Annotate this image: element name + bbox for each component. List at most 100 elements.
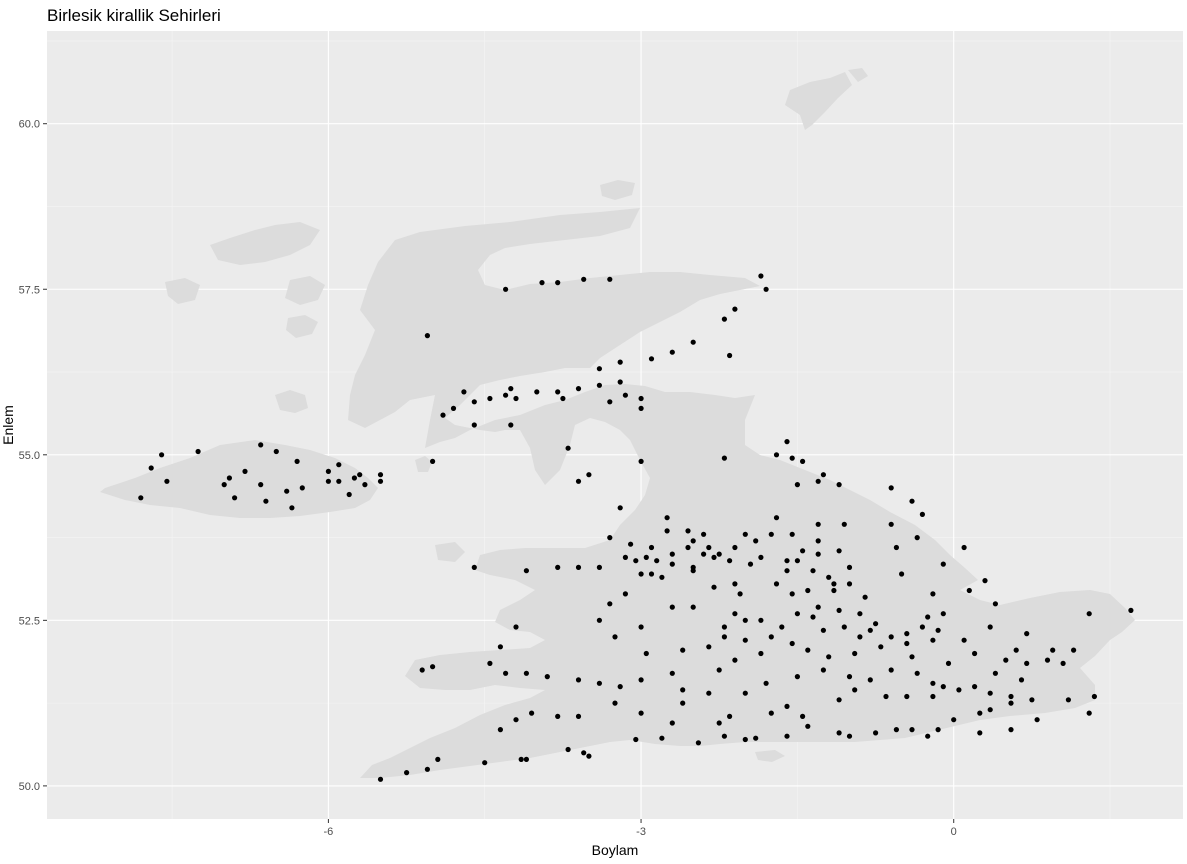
land-great-britain: [348, 208, 1135, 778]
city-point: [701, 551, 707, 557]
city-point: [404, 770, 410, 776]
city-point: [940, 561, 946, 567]
city-point: [721, 634, 728, 640]
city-point: [544, 674, 550, 680]
city-point: [831, 587, 837, 594]
city-point: [377, 776, 384, 782]
city-point: [732, 544, 738, 551]
city-point: [742, 617, 748, 623]
city-point: [982, 578, 988, 584]
city-point: [622, 554, 629, 561]
city-point: [575, 677, 582, 683]
city-point: [904, 693, 910, 700]
city-point: [857, 611, 863, 617]
city-point: [503, 392, 509, 398]
city-point: [555, 564, 561, 571]
y-tick-label: 52.5: [19, 615, 40, 627]
city-point: [294, 458, 300, 464]
city-point: [612, 700, 618, 706]
city-point: [909, 498, 915, 504]
city-point: [1034, 717, 1040, 723]
city-point: [638, 405, 644, 411]
city-point: [820, 472, 827, 478]
city-point: [513, 395, 519, 402]
city-point: [768, 634, 774, 640]
city-point: [721, 455, 728, 461]
city-point: [377, 478, 384, 484]
land-outer-small: [165, 278, 200, 304]
points-layer: [138, 273, 1134, 782]
city-point: [450, 405, 457, 411]
city-point: [362, 482, 368, 488]
city-point: [951, 717, 957, 723]
city-point: [638, 710, 644, 716]
land-mull: [286, 315, 318, 338]
city-point: [523, 568, 530, 574]
city-point: [773, 515, 780, 521]
city-point: [581, 276, 587, 282]
city-point: [596, 680, 603, 686]
city-point: [638, 458, 644, 464]
city-point: [622, 392, 629, 398]
city-point: [461, 389, 467, 395]
city-point: [706, 644, 712, 650]
city-point: [263, 498, 269, 504]
city-point: [940, 611, 946, 617]
city-point: [742, 736, 748, 743]
city-point: [607, 601, 613, 607]
city-point: [1024, 631, 1030, 637]
city-point: [648, 571, 655, 577]
city-point: [1013, 647, 1019, 653]
city-point: [987, 690, 993, 696]
city-point: [800, 458, 806, 464]
city-point: [669, 604, 675, 610]
y-axis: 50.0 52.5 55.0 57.5 60.0: [19, 119, 47, 793]
city-point: [753, 735, 759, 741]
city-point: [273, 448, 279, 455]
city-point: [820, 667, 827, 673]
city-point: [471, 564, 477, 571]
city-point: [961, 544, 967, 551]
land-skye: [285, 276, 325, 305]
city-point: [555, 389, 561, 395]
city-point: [325, 478, 331, 484]
city-point: [586, 753, 592, 759]
city-point: [1029, 697, 1035, 703]
city-point: [497, 644, 503, 650]
city-point: [768, 531, 774, 537]
y-tick-label: 50.0: [19, 781, 40, 793]
city-point: [430, 458, 436, 464]
city-point: [638, 395, 644, 402]
city-point: [1044, 657, 1051, 663]
city-point: [242, 468, 248, 474]
city-point: [669, 551, 675, 557]
city-point: [503, 286, 509, 292]
city-point: [628, 541, 634, 547]
city-point: [784, 703, 790, 710]
city-point: [575, 713, 582, 720]
city-point: [607, 399, 613, 405]
x-axis-title: Boylam: [592, 842, 639, 858]
city-point: [826, 654, 832, 660]
city-point: [867, 677, 873, 683]
city-point: [586, 472, 592, 478]
city-point: [508, 386, 514, 392]
city-point: [742, 637, 748, 643]
city-point: [794, 558, 801, 564]
city-point: [857, 634, 863, 640]
city-point: [523, 756, 530, 763]
city-point: [862, 594, 868, 600]
city-point: [914, 670, 920, 676]
city-point: [779, 624, 785, 630]
city-point: [904, 640, 910, 647]
city-point: [800, 548, 806, 554]
city-point: [1008, 700, 1014, 706]
city-point: [789, 640, 795, 647]
city-point: [721, 624, 728, 630]
city-point: [419, 667, 425, 673]
city-point: [440, 412, 446, 418]
land-orkney: [600, 180, 635, 200]
city-point: [685, 528, 691, 534]
city-point: [148, 465, 154, 471]
city-point: [909, 654, 915, 660]
